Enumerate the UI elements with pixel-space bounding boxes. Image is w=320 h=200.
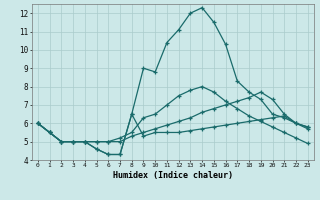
X-axis label: Humidex (Indice chaleur): Humidex (Indice chaleur) [113, 171, 233, 180]
